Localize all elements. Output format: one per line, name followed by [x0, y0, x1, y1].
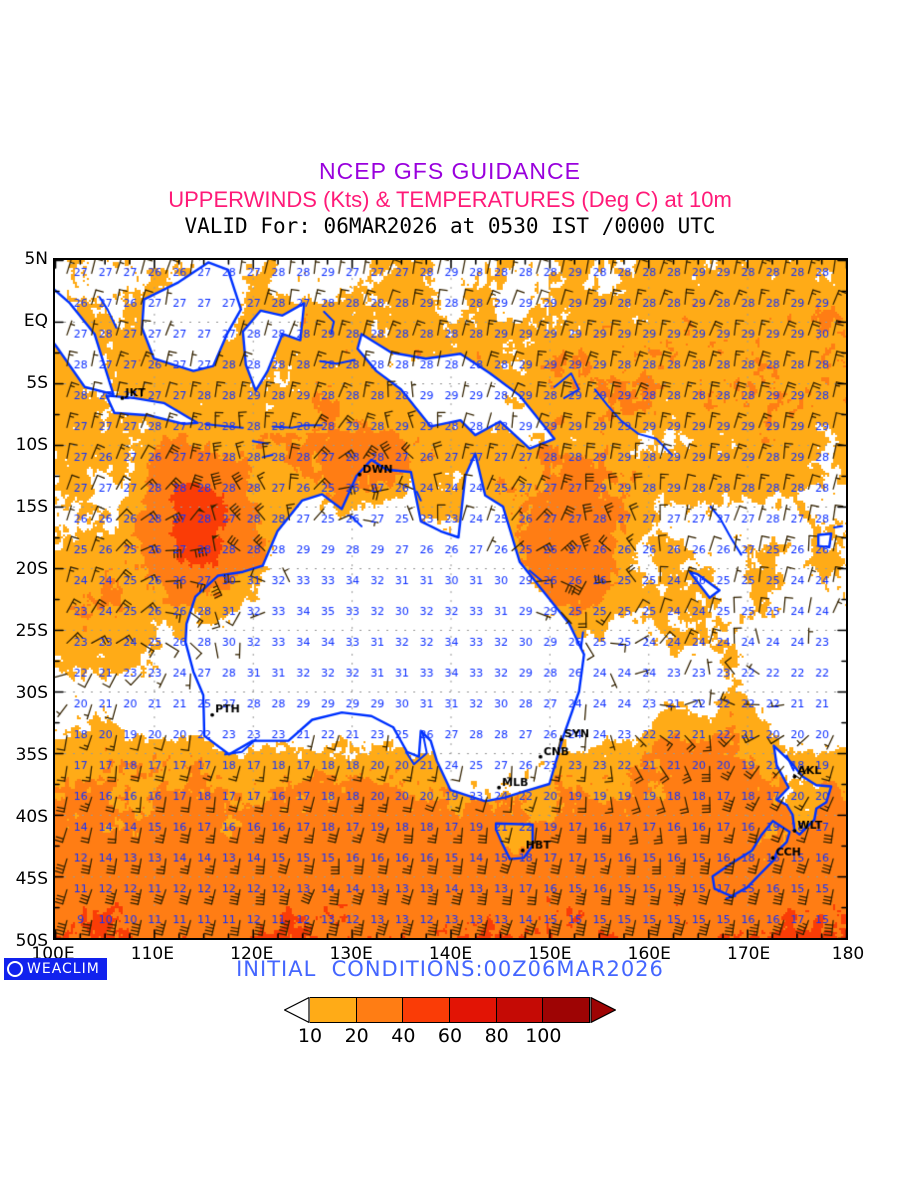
- longitude-tick-110E: 110E: [130, 944, 174, 964]
- latitude-tick-EQ: EQ: [23, 311, 48, 331]
- page-subtitle: UPPERWINDS (Kts) & TEMPERATURES (Deg C) …: [168, 187, 732, 212]
- latitude-tick-25S: 25S: [15, 621, 48, 641]
- colorbar-tick-60: 60: [437, 1025, 463, 1047]
- latitude-tick-5S: 5S: [26, 373, 48, 393]
- longitude-tick-160E: 160E: [627, 944, 671, 964]
- longitude-tick-120E: 120E: [230, 944, 274, 964]
- latitude-tick-20S: 20S: [15, 559, 48, 579]
- colorbar-tick-20: 20: [344, 1025, 369, 1047]
- colorbar-max-arrow-icon: [590, 997, 616, 1023]
- colorbar-tick-labels: 10 20 40 60 80 100: [298, 1025, 590, 1049]
- colorbar-cell-4: [496, 997, 544, 1023]
- colorbar-cell-5: [543, 997, 591, 1023]
- longitude-axis: 100E 110E 120E 130E 140E 150E 160E 170E 180: [0, 944, 900, 970]
- longitude-tick-150E: 150E: [528, 944, 572, 964]
- longitude-tick-130E: 130E: [329, 944, 373, 964]
- page-title: NCEP GFS GUIDANCE: [319, 158, 581, 184]
- colorbar-cell-1: [356, 997, 404, 1023]
- weather-map-plot: [53, 258, 848, 940]
- latitude-tick-35S: 35S: [15, 745, 48, 765]
- initial-conditions-label: INITIAL CONDITIONS:00Z06MAR2026: [236, 957, 664, 981]
- title-block: NCEP GFS GUIDANCE UPPERWINDS (Kts) & TEM…: [0, 160, 900, 237]
- longitude-tick-180: 180: [831, 944, 865, 964]
- colorbar-tick-10: 10: [297, 1025, 323, 1047]
- valid-time-label: VALID For: 06MAR2026 at 0530 IST /0000 U…: [184, 214, 716, 238]
- colorbar-legend: 10 20 40 60 80 100: [0, 997, 900, 1049]
- colorbar-tick-80: 80: [484, 1025, 509, 1047]
- colorbar-cell-2: [403, 997, 451, 1023]
- latitude-tick-5N: 5N: [24, 249, 48, 269]
- weaclim-label: WEACLIM: [27, 961, 100, 977]
- colorbar-min-arrow-icon: [284, 997, 310, 1023]
- latitude-tick-45S: 45S: [15, 869, 48, 889]
- colorbar-swatches: [284, 997, 616, 1023]
- colorbar-cell-3: [450, 997, 497, 1023]
- map-canvas: [55, 260, 846, 938]
- colorbar-tick-100: 100: [525, 1025, 562, 1047]
- weaclim-logo: WEACLIM: [4, 958, 107, 980]
- latitude-tick-10S: 10S: [15, 435, 48, 455]
- colorbar-tick-40: 40: [391, 1025, 416, 1047]
- latitude-tick-15S: 15S: [15, 497, 48, 517]
- latitude-tick-40S: 40S: [15, 807, 48, 827]
- weaclim-ring-icon: [7, 961, 23, 977]
- latitude-tick-30S: 30S: [15, 683, 48, 703]
- longitude-tick-170E: 170E: [727, 944, 771, 964]
- longitude-tick-140E: 140E: [428, 944, 473, 964]
- colorbar-cell-0: [310, 997, 357, 1023]
